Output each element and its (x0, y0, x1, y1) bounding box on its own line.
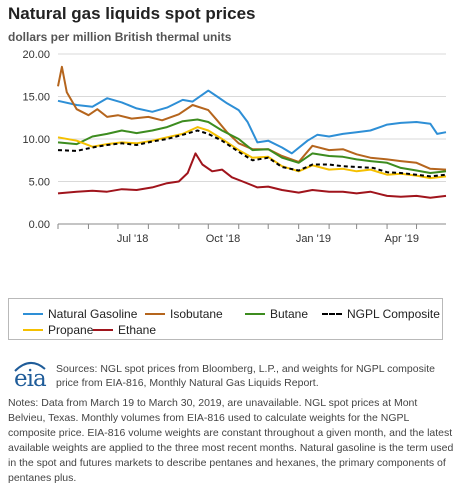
legend-label: Natural Gasoline (48, 307, 138, 321)
legend-item-ngpl-composite: NGPL Composite (322, 307, 440, 321)
y-tick-label: 20.00 (22, 49, 50, 61)
line-chart: 20.00 15.00 10.00 5.00 0.00 Jul '18 Oct '18 Jan… (22, 49, 447, 245)
x-tick-label: Jan '19 (296, 233, 331, 245)
legend-swatch (23, 329, 43, 331)
notes-text: Notes: Data from March 19 to March 30, 2… (8, 397, 454, 484)
sources-note: Sources: NGL spot prices from Bloomberg,… (56, 363, 435, 389)
legend-label: Propane (48, 323, 94, 337)
series-line-butane (57, 118, 447, 174)
legend-swatch (93, 329, 113, 331)
series-line-isobutane (57, 65, 447, 171)
y-tick-label: 0.00 (29, 219, 50, 231)
chart-title: Natural gas liquids spot prices (8, 4, 256, 23)
series-line-ngpl-composite (57, 129, 447, 178)
y-tick-label: 10.00 (22, 134, 50, 146)
y-tick-label: 5.00 (29, 177, 50, 189)
legend-swatch (322, 313, 342, 315)
legend-item-natural-gasoline: Natural Gasoline (23, 307, 137, 321)
axes: 20.00 15.00 10.00 5.00 0.00 Jul '18 Oct '18 Jan… (22, 49, 419, 245)
series-line-propane (57, 126, 447, 180)
y-tick-label: 15.00 (22, 92, 50, 104)
legend-label: NGPL Composite (347, 307, 440, 321)
grid (58, 53, 446, 225)
legend-item-isobutane: Isobutane (145, 307, 223, 321)
x-tick-label: Apr '19 (385, 233, 420, 245)
legend-label: Ethane (118, 323, 157, 337)
legend-swatch (245, 313, 265, 315)
legend-label: Isobutane (170, 307, 223, 321)
eia-logo: eia (14, 366, 47, 392)
legend-item-ethane: Ethane (93, 323, 156, 337)
legend-swatch (23, 313, 43, 315)
legend: Natural Gasoline Isobutane Butane NGPL C… (8, 298, 443, 340)
legend-swatch (145, 313, 165, 315)
eia-logo-arc-icon (14, 362, 46, 372)
legend-label: Butane (270, 307, 309, 321)
series-lines (57, 65, 447, 199)
x-tick-label: Jul '18 (117, 233, 148, 245)
x-tick-label: Oct '18 (206, 233, 241, 245)
series-line-ethane (57, 152, 447, 199)
chart-subtitle: dollars per million British thermal unit… (8, 30, 232, 44)
series-line-natural-gasoline (57, 89, 447, 155)
legend-item-propane: Propane (23, 323, 93, 337)
legend-item-butane: Butane (245, 307, 308, 321)
